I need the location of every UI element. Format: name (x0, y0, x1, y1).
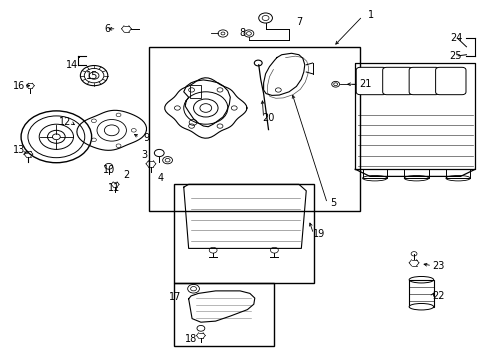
Bar (174, 184, 314, 283)
Text: 18: 18 (185, 334, 197, 344)
Text: 1: 1 (368, 10, 374, 20)
Text: 25: 25 (449, 51, 462, 61)
Text: 15: 15 (86, 71, 98, 81)
Text: 8: 8 (240, 28, 245, 39)
Text: 16: 16 (13, 81, 24, 91)
Text: 10: 10 (103, 165, 115, 175)
Ellipse shape (409, 303, 434, 310)
Text: 9: 9 (143, 132, 149, 143)
FancyBboxPatch shape (356, 67, 387, 95)
Bar (174, 283, 274, 346)
Text: 5: 5 (330, 198, 336, 208)
Text: 23: 23 (432, 261, 445, 271)
Text: 24: 24 (450, 33, 463, 43)
FancyBboxPatch shape (436, 67, 466, 95)
Text: 21: 21 (359, 79, 371, 89)
Text: 4: 4 (158, 173, 164, 183)
Text: 12: 12 (59, 117, 72, 127)
Polygon shape (189, 291, 255, 322)
Text: 2: 2 (123, 170, 129, 180)
Bar (190, 85, 201, 98)
Text: 19: 19 (314, 229, 326, 239)
Text: 17: 17 (169, 292, 182, 302)
Bar (149, 47, 360, 211)
Text: 20: 20 (262, 113, 275, 123)
Text: 11: 11 (108, 183, 120, 193)
Text: 6: 6 (105, 24, 111, 34)
FancyBboxPatch shape (409, 67, 440, 95)
Text: 22: 22 (432, 291, 445, 301)
Text: 3: 3 (142, 150, 147, 160)
Text: 13: 13 (13, 145, 24, 156)
Text: 14: 14 (67, 60, 78, 70)
Text: 7: 7 (296, 17, 302, 27)
Bar (409, 280, 434, 307)
FancyBboxPatch shape (383, 67, 413, 95)
